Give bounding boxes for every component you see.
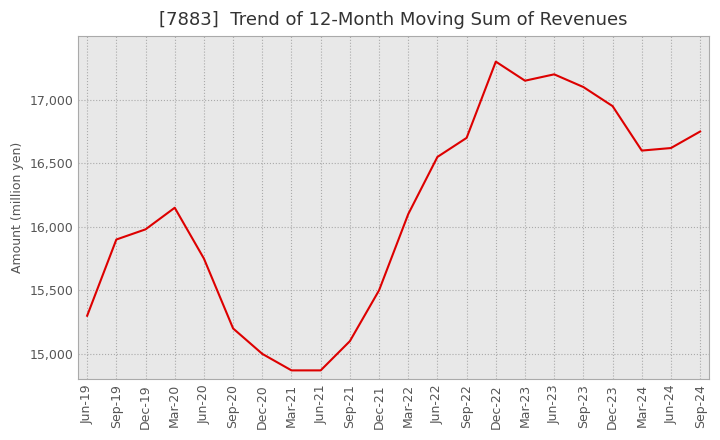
Y-axis label: Amount (million yen): Amount (million yen): [11, 142, 24, 273]
Title: [7883]  Trend of 12-Month Moving Sum of Revenues: [7883] Trend of 12-Month Moving Sum of R…: [159, 11, 628, 29]
